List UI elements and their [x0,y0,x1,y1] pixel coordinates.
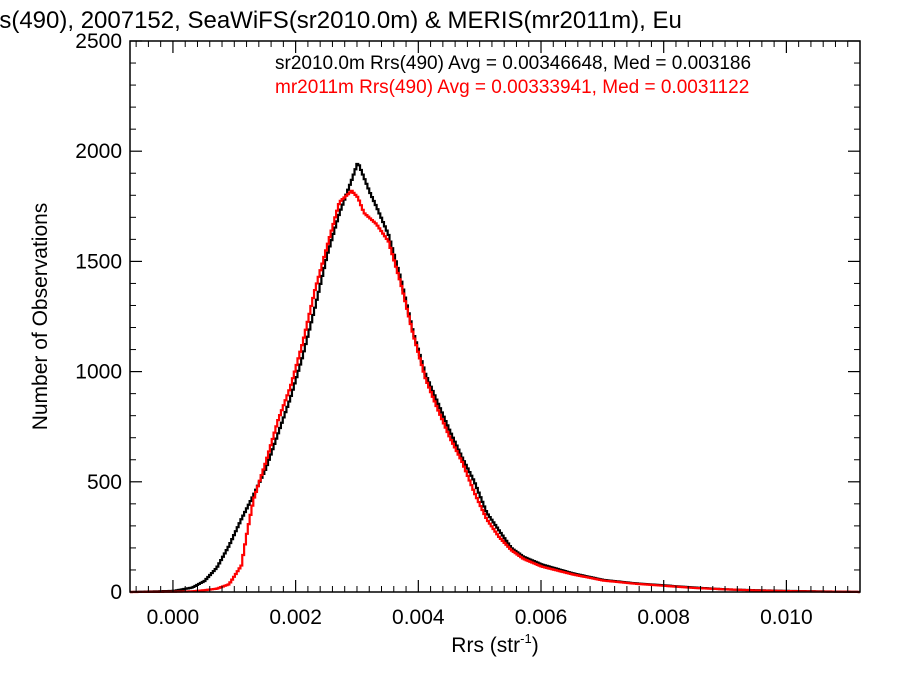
y-tick-label: 1500 [75,250,122,273]
x-axis-label: Rrs (str-1) [451,631,538,657]
histogram-series-1 [130,189,860,594]
x-tick-label: 0.000 [147,606,200,629]
y-tick-label: 0 [110,581,122,604]
annotation-mr2011: mr2011m Rrs(490) Avg = 0.00333941, Med =… [275,77,750,98]
x-tick-label: 0.008 [637,606,690,629]
plot-frame [129,40,861,593]
x-axis-label-end: ) [532,634,539,657]
histogram-series-0 [130,162,860,594]
chart-title: Rrs(490), 2007152, SeaWiFS(sr2010.0m) & … [0,7,682,34]
x-tick-label: 0.006 [515,606,568,629]
y-axis-label: Number of Observations [29,203,52,431]
y-tick-label: 1000 [75,361,122,384]
y-tick-label: 2500 [75,30,122,53]
x-tick-label: 0.002 [269,606,322,629]
annotation-sr2010: sr2010.0m Rrs(490) Avg = 0.00346648, Med… [275,53,752,74]
y-tick-label: 500 [87,471,122,494]
x-tick-label: 0.010 [760,606,813,629]
x-axis-label-superscript: -1 [520,631,532,646]
y-tick-label: 2000 [75,140,122,163]
x-tick-label: 0.004 [392,606,445,629]
x-axis-label-main: Rrs (str [451,634,520,657]
